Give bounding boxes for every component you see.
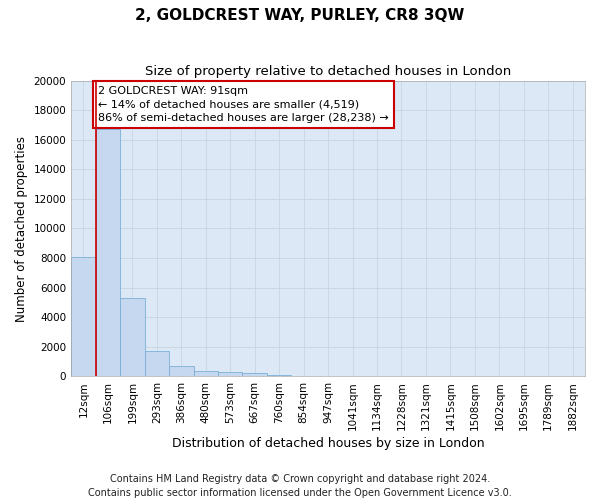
Bar xyxy=(120,298,145,376)
Y-axis label: Number of detached properties: Number of detached properties xyxy=(15,136,28,322)
Bar xyxy=(267,374,292,376)
Bar xyxy=(145,350,169,376)
Bar xyxy=(242,374,267,376)
Title: Size of property relative to detached houses in London: Size of property relative to detached ho… xyxy=(145,65,511,78)
Bar xyxy=(218,372,242,376)
X-axis label: Distribution of detached houses by size in London: Distribution of detached houses by size … xyxy=(172,437,484,450)
Text: 2 GOLDCREST WAY: 91sqm
← 14% of detached houses are smaller (4,519)
86% of semi-: 2 GOLDCREST WAY: 91sqm ← 14% of detached… xyxy=(98,86,389,123)
Text: Contains HM Land Registry data © Crown copyright and database right 2024.
Contai: Contains HM Land Registry data © Crown c… xyxy=(88,474,512,498)
Bar xyxy=(194,371,218,376)
Text: 2, GOLDCREST WAY, PURLEY, CR8 3QW: 2, GOLDCREST WAY, PURLEY, CR8 3QW xyxy=(136,8,464,22)
Bar xyxy=(95,130,120,376)
Bar xyxy=(169,366,194,376)
Bar xyxy=(71,256,95,376)
